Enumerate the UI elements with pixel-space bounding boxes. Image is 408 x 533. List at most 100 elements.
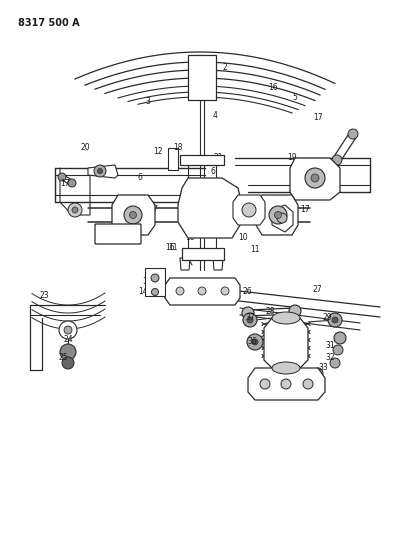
Text: 10: 10 <box>185 233 195 243</box>
Text: 26: 26 <box>242 287 252 296</box>
Circle shape <box>247 317 253 323</box>
Circle shape <box>64 326 72 334</box>
Circle shape <box>151 288 158 295</box>
FancyBboxPatch shape <box>95 224 141 244</box>
Circle shape <box>303 379 313 389</box>
Polygon shape <box>88 165 118 178</box>
Circle shape <box>300 377 310 387</box>
Text: 35: 35 <box>270 385 280 394</box>
Polygon shape <box>213 258 223 270</box>
Polygon shape <box>264 318 308 368</box>
Text: 31: 31 <box>325 341 335 350</box>
Text: 3: 3 <box>146 98 151 107</box>
Circle shape <box>331 170 335 174</box>
Text: 17: 17 <box>60 179 70 188</box>
Circle shape <box>129 212 137 219</box>
Text: 13: 13 <box>195 295 205 304</box>
Circle shape <box>242 307 254 319</box>
Circle shape <box>242 203 256 217</box>
Text: 36: 36 <box>247 337 257 346</box>
Text: 1: 1 <box>195 58 200 67</box>
Text: 18: 18 <box>173 143 183 152</box>
Text: 16: 16 <box>268 84 278 93</box>
Text: 21: 21 <box>213 154 223 163</box>
Circle shape <box>334 332 346 344</box>
Text: 7: 7 <box>235 217 239 227</box>
Text: 22: 22 <box>117 221 127 230</box>
Bar <box>168 148 178 170</box>
Text: 10: 10 <box>238 233 248 243</box>
Circle shape <box>289 305 301 317</box>
Circle shape <box>59 321 77 339</box>
Circle shape <box>108 230 112 234</box>
Circle shape <box>243 313 257 327</box>
Circle shape <box>151 274 159 282</box>
Text: 17: 17 <box>313 114 323 123</box>
Circle shape <box>328 167 338 177</box>
Circle shape <box>305 168 325 188</box>
Polygon shape <box>248 368 325 400</box>
Circle shape <box>275 212 282 219</box>
Circle shape <box>124 206 142 224</box>
Text: 29: 29 <box>322 313 332 322</box>
Text: 11: 11 <box>250 246 260 254</box>
Text: 14: 14 <box>138 287 148 296</box>
Bar <box>182 248 224 260</box>
Text: 23: 23 <box>39 290 49 300</box>
Circle shape <box>348 129 358 139</box>
Polygon shape <box>178 178 242 238</box>
Circle shape <box>62 357 74 369</box>
Circle shape <box>328 313 342 327</box>
Bar <box>145 268 165 296</box>
Text: 2: 2 <box>223 63 227 72</box>
Text: 33: 33 <box>318 364 328 373</box>
Text: 24: 24 <box>63 335 73 344</box>
Circle shape <box>98 168 102 174</box>
Text: FRONT: FRONT <box>105 231 131 237</box>
Text: 20: 20 <box>80 143 90 152</box>
Polygon shape <box>256 195 298 235</box>
Polygon shape <box>112 195 155 235</box>
Text: 15: 15 <box>142 278 152 287</box>
Circle shape <box>332 155 342 165</box>
Text: 27: 27 <box>312 286 322 295</box>
Ellipse shape <box>272 312 300 324</box>
Circle shape <box>58 173 66 181</box>
Circle shape <box>252 339 258 345</box>
Text: 19: 19 <box>287 154 297 163</box>
Text: 4: 4 <box>213 110 217 119</box>
Circle shape <box>269 206 287 224</box>
Circle shape <box>198 287 206 295</box>
Circle shape <box>281 379 291 389</box>
Circle shape <box>247 334 263 350</box>
Polygon shape <box>272 205 293 232</box>
Circle shape <box>330 358 340 368</box>
Polygon shape <box>233 195 265 225</box>
Bar <box>180 155 224 165</box>
Circle shape <box>94 165 106 177</box>
Text: 9: 9 <box>261 214 266 222</box>
Polygon shape <box>290 158 340 200</box>
Polygon shape <box>165 278 240 305</box>
Text: 37: 37 <box>245 313 255 322</box>
Circle shape <box>332 317 338 323</box>
Circle shape <box>68 203 82 217</box>
Text: 12: 12 <box>153 148 163 157</box>
Circle shape <box>333 345 343 355</box>
Polygon shape <box>180 258 190 270</box>
Text: 30: 30 <box>293 335 303 344</box>
Text: 22: 22 <box>305 164 315 173</box>
Text: 4: 4 <box>211 190 215 199</box>
Text: 6: 6 <box>137 174 142 182</box>
Circle shape <box>60 344 76 360</box>
Text: 11: 11 <box>168 244 178 253</box>
Circle shape <box>260 379 270 389</box>
Circle shape <box>221 287 229 295</box>
Circle shape <box>72 207 78 213</box>
Text: 6: 6 <box>211 167 215 176</box>
Text: 25: 25 <box>58 353 68 362</box>
Text: 17: 17 <box>300 206 310 214</box>
Ellipse shape <box>272 362 300 374</box>
Circle shape <box>105 227 115 237</box>
Bar <box>188 55 216 100</box>
